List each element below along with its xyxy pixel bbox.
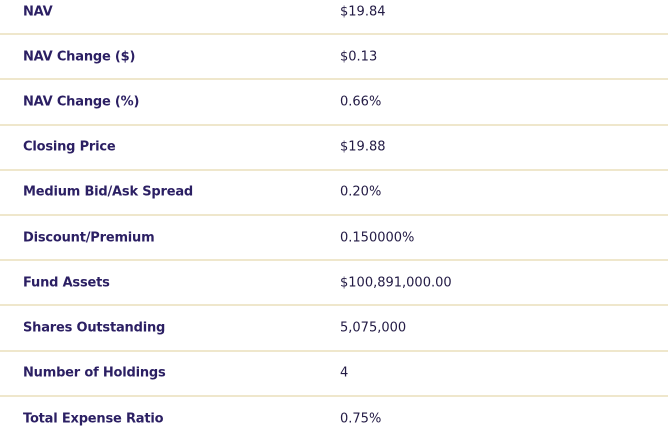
row-value: 0.20% [340,184,382,200]
row-label: Number of Holdings [23,365,166,381]
table-row: Fund Assets $100,891,000.00 [0,261,668,307]
row-value: 0.150000% [340,230,415,246]
table-row: NAV $19.84 [0,0,668,36]
table-row: Discount/Premium 0.150000% [0,216,668,262]
row-label: NAV [23,4,53,20]
row-label: Discount/Premium [23,230,155,246]
row-value: $100,891,000.00 [340,275,452,291]
row-label: Closing Price [23,139,116,155]
row-value: $19.84 [340,4,386,20]
row-label: Total Expense Ratio [23,411,164,427]
table-row: Medium Bid/Ask Spread 0.20% [0,171,668,216]
row-value: 5,075,000 [340,320,407,336]
row-value: 4 [340,365,349,381]
table-row: NAV Change ($) $0.13 [0,35,668,81]
table-row: NAV Change (%) 0.66% [0,80,668,126]
row-label: Fund Assets [23,275,110,291]
row-value: $0.13 [340,49,378,65]
row-value: 0.66% [340,94,382,110]
row-label: Medium Bid/Ask Spread [23,184,194,200]
table-row: Total Expense Ratio 0.75% [0,397,668,442]
table-row: Shares Outstanding 5,075,000 [0,306,668,352]
table-row: Closing Price $19.88 [0,126,668,171]
row-value: $19.88 [340,139,386,155]
row-label: NAV Change (%) [23,94,140,110]
row-label: NAV Change ($) [23,49,136,65]
row-value: 0.75% [340,411,382,427]
table-row: Number of Holdings 4 [0,352,668,397]
row-label: Shares Outstanding [23,320,166,336]
